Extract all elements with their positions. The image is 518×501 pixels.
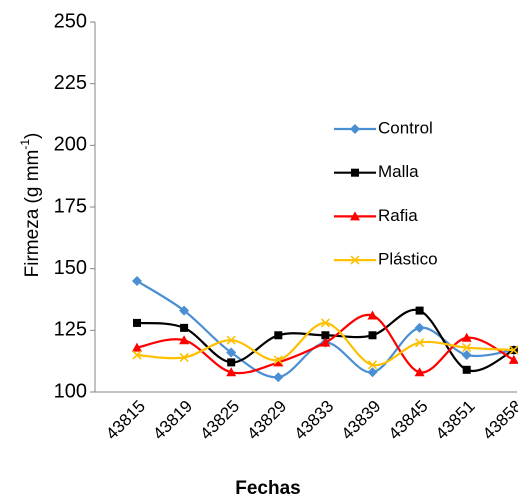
y-tick-label: 225	[54, 72, 87, 94]
marker	[227, 358, 236, 367]
marker	[179, 305, 190, 316]
y-tick-label: 250	[54, 10, 87, 32]
marker	[320, 337, 331, 347]
y-tick-label: 100	[54, 380, 87, 402]
marker	[461, 350, 472, 360]
marker	[367, 360, 378, 370]
x-axis-title: Fechas	[235, 478, 300, 499]
marker	[461, 332, 472, 342]
marker	[132, 276, 142, 286]
marker	[273, 372, 284, 383]
marker	[367, 310, 378, 320]
legend-marker	[350, 211, 360, 221]
marker	[368, 331, 377, 340]
legend-label: Rafia	[378, 206, 418, 225]
marker	[508, 354, 518, 364]
y-tick-label: 175	[54, 195, 87, 217]
x-tick-label: 43815	[102, 397, 149, 444]
marker	[179, 352, 189, 363]
legend-label: Control	[378, 118, 433, 137]
marker	[274, 331, 283, 340]
y-tick-label: 125	[54, 319, 87, 341]
marker	[509, 345, 518, 355]
x-tick-label: 43833	[291, 397, 338, 444]
marker	[321, 331, 330, 340]
marker	[415, 306, 424, 315]
marker	[133, 318, 141, 327]
marker	[132, 350, 142, 360]
marker	[414, 322, 425, 333]
x-tick-label: 43851	[432, 397, 479, 444]
x-tick-label: 43819	[149, 397, 196, 444]
marker	[226, 367, 237, 377]
series	[133, 306, 518, 374]
y-axis-title-end: )	[22, 133, 43, 139]
x-tick-label: 43845	[385, 397, 432, 444]
marker	[273, 357, 284, 367]
x-tick-label: 43825	[196, 397, 243, 444]
legend-marker	[351, 168, 359, 177]
legend-marker	[350, 124, 360, 134]
marker	[367, 367, 378, 378]
marker	[462, 365, 471, 374]
marker	[414, 367, 425, 377]
marker	[226, 335, 236, 345]
marker	[132, 342, 142, 352]
marker	[273, 355, 283, 365]
marker	[415, 338, 425, 348]
x-tick-label: 43839	[338, 397, 385, 444]
legend-label: Malla	[378, 162, 419, 181]
y-axis-title-main: Firmeza (g mm	[22, 150, 43, 278]
marker	[320, 318, 330, 328]
y-tick-label: 200	[54, 134, 87, 156]
x-tick-label: 43829	[243, 397, 290, 444]
marker	[226, 347, 237, 358]
y-axis-title: Firmeza (g mm-1)	[18, 133, 43, 278]
legend-marker	[350, 255, 360, 265]
marker	[179, 335, 190, 345]
series	[132, 318, 518, 370]
marker	[462, 343, 472, 353]
x-tick-label: 43858	[479, 397, 518, 444]
marker	[180, 323, 189, 332]
legend-label: Plástico	[378, 250, 438, 269]
y-axis-title-sup: -1	[18, 139, 32, 150]
y-tick-label: 150	[54, 257, 87, 279]
